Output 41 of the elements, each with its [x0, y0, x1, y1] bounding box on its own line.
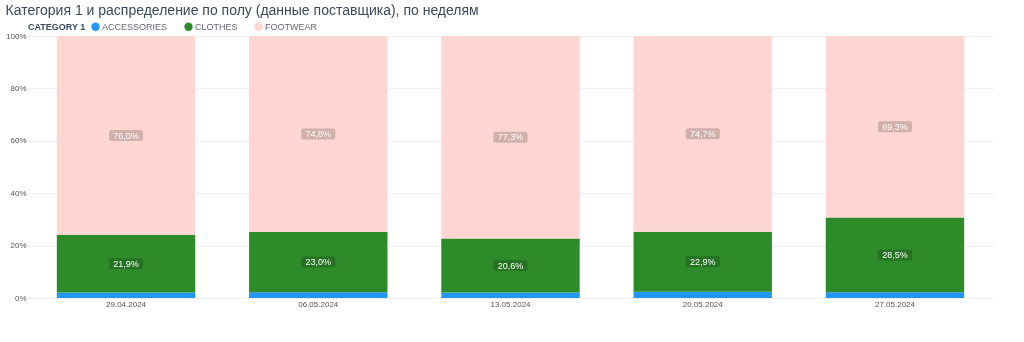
- x-tick-label: 13.05.2024: [490, 299, 532, 309]
- y-tick-label: 80%: [10, 83, 27, 93]
- data-label: 28,5%: [882, 249, 908, 260]
- y-tick-label: 40%: [10, 188, 27, 198]
- bar: [825, 292, 965, 298]
- y-tick-label: 20%: [10, 241, 27, 251]
- bar: [56, 235, 196, 293]
- bar: [249, 231, 388, 293]
- data-label: 74,7%: [689, 128, 716, 139]
- data-label: 77,3%: [497, 132, 524, 143]
- bar: [633, 36, 772, 232]
- legend-label: CLOTHES: [195, 21, 238, 32]
- bar: [56, 36, 196, 236]
- bar: [825, 217, 965, 293]
- y-tick-label: 100%: [6, 31, 27, 41]
- data-label: 21,9%: [113, 258, 139, 269]
- data-label: 22,9%: [689, 256, 716, 267]
- legend-label: FOOTWEAR: [265, 21, 318, 32]
- bar: [441, 292, 580, 298]
- data-label: 23,0%: [305, 257, 332, 268]
- bar: [249, 36, 388, 232]
- x-tick-label: 27.05.2024: [874, 299, 916, 309]
- y-tick-label: 0%: [14, 293, 27, 303]
- x-tick-label: 20.05.2024: [682, 299, 724, 309]
- bar: [633, 291, 772, 298]
- data-label: 69,3%: [882, 121, 908, 132]
- bar: [633, 231, 772, 292]
- bar: [441, 238, 580, 293]
- bar: [249, 292, 388, 298]
- x-tick-label: 06.05.2024: [298, 299, 339, 309]
- bar: [56, 292, 196, 298]
- data-label: 74,8%: [305, 128, 332, 139]
- legend-label: ACCESSORIES: [102, 21, 168, 32]
- data-label: 76,0%: [113, 130, 139, 141]
- legend-title: CATEGORY 1: [28, 22, 86, 32]
- chart-title: Категория 1 и распределение по полу (данные поставщика), по неделям: [5, 2, 479, 18]
- bar: [441, 36, 580, 239]
- bar: [825, 36, 965, 218]
- y-tick-label: 60%: [10, 136, 27, 146]
- data-label: 20,6%: [497, 260, 524, 271]
- x-tick-label: 29.04.2024: [106, 299, 147, 309]
